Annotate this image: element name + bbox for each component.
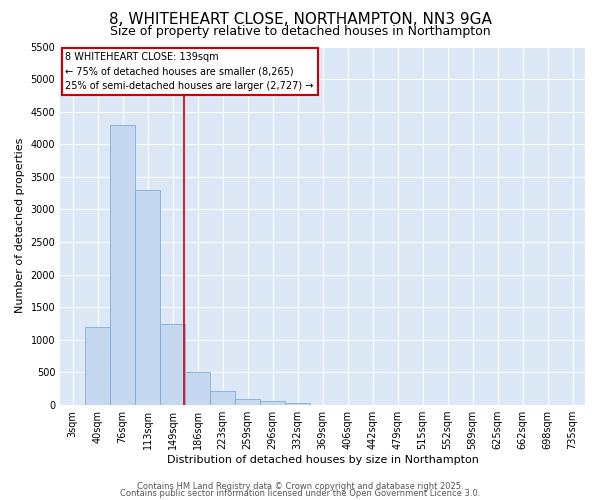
Text: 8 WHITEHEART CLOSE: 139sqm
← 75% of detached houses are smaller (8,265)
25% of s: 8 WHITEHEART CLOSE: 139sqm ← 75% of deta… [65, 52, 314, 92]
Bar [260, 401, 285, 405]
X-axis label: Distribution of detached houses by size in Northampton: Distribution of detached houses by size … [167, 455, 479, 465]
Bar [110, 124, 135, 405]
Title: 8, WHITEHEART CLOSE, NORTHAMPTON, NN3 9GA
Size of property relative to detached : 8, WHITEHEART CLOSE, NORTHAMPTON, NN3 9G… [0, 499, 1, 500]
Bar [160, 324, 185, 405]
Bar [285, 403, 310, 405]
Bar [85, 327, 110, 405]
Bar [185, 372, 210, 405]
Bar [235, 398, 260, 405]
Bar [210, 390, 235, 405]
Text: Contains public sector information licensed under the Open Government Licence 3.: Contains public sector information licen… [120, 489, 480, 498]
Bar [135, 190, 160, 405]
Y-axis label: Number of detached properties: Number of detached properties [15, 138, 25, 314]
Text: 8, WHITEHEART CLOSE, NORTHAMPTON, NN3 9GA: 8, WHITEHEART CLOSE, NORTHAMPTON, NN3 9G… [109, 12, 491, 28]
Text: Size of property relative to detached houses in Northampton: Size of property relative to detached ho… [110, 25, 490, 38]
Text: Contains HM Land Registry data © Crown copyright and database right 2025.: Contains HM Land Registry data © Crown c… [137, 482, 463, 491]
